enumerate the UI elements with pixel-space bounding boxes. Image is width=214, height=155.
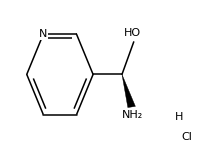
- Text: NH₂: NH₂: [122, 111, 143, 120]
- Text: HO: HO: [124, 28, 141, 38]
- Text: H: H: [174, 112, 183, 122]
- Polygon shape: [122, 74, 135, 108]
- Text: Cl: Cl: [182, 132, 193, 142]
- Text: N: N: [39, 29, 48, 39]
